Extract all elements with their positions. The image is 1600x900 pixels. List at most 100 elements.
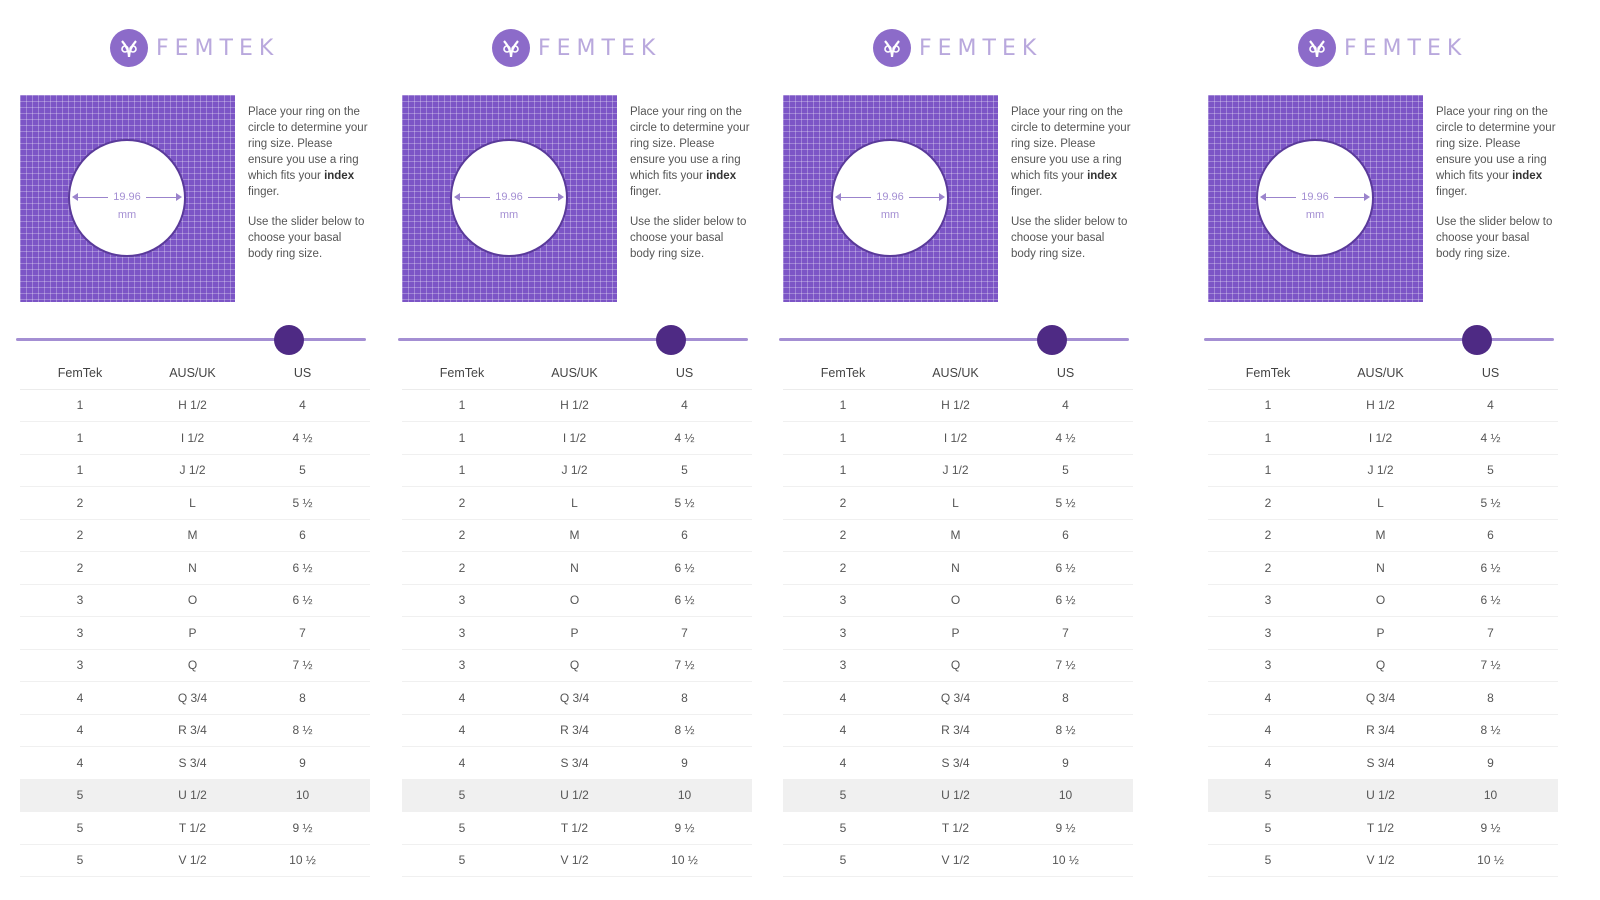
table-row[interactable]: 1 H 1/2 4 bbox=[402, 390, 752, 422]
table-row[interactable]: 4 S 3/4 9 bbox=[783, 747, 1133, 780]
table-row[interactable]: 1 I 1/2 4 ½ bbox=[1208, 422, 1558, 455]
table-row[interactable]: 3 O 6 ½ bbox=[402, 585, 752, 617]
table-row[interactable]: 3 Q 7 ½ bbox=[402, 650, 752, 682]
table-row[interactable]: 1 J 1/2 5 bbox=[20, 455, 370, 487]
table-row[interactable]: 3 O 6 ½ bbox=[20, 585, 370, 617]
table-row[interactable]: 3 Q 7 ½ bbox=[783, 650, 1133, 682]
table-row[interactable]: 5 U 1/2 10 bbox=[1208, 779, 1558, 812]
table-row[interactable]: 1 J 1/2 5 bbox=[402, 455, 752, 487]
table-row[interactable]: 1 H 1/2 4 bbox=[1208, 390, 1558, 422]
table-row[interactable]: 5 V 1/2 10 ½ bbox=[1208, 845, 1558, 877]
table-row[interactable]: 4 Q 3/4 8 bbox=[20, 682, 370, 715]
instruction-paragraph-2: Use the slider below to choose your basa… bbox=[1436, 216, 1553, 260]
table-cell: 8 ½ bbox=[292, 723, 313, 738]
table-row[interactable]: 5 T 1/2 9 ½ bbox=[783, 812, 1133, 845]
table-cell: T 1/2 bbox=[941, 820, 970, 835]
ring-circle[interactable]: 19.96 mm bbox=[1256, 139, 1374, 257]
table-row[interactable]: 4 Q 3/4 8 bbox=[783, 682, 1133, 715]
table-cell: 5 bbox=[458, 853, 466, 868]
column-header: US bbox=[293, 365, 312, 380]
slider-track[interactable] bbox=[16, 338, 366, 341]
table-row[interactable]: 2 N 6 ½ bbox=[783, 552, 1133, 585]
table-row[interactable]: 4 S 3/4 9 bbox=[402, 747, 752, 780]
table-row[interactable]: 2 L 5 ½ bbox=[20, 487, 370, 520]
table-row[interactable]: 5 V 1/2 10 ½ bbox=[20, 845, 370, 877]
table-row[interactable]: 1 J 1/2 5 bbox=[1208, 455, 1558, 487]
table-row[interactable]: 5 T 1/2 9 ½ bbox=[1208, 812, 1558, 845]
ring-size-slider[interactable] bbox=[779, 325, 1129, 355]
table-cell: 2 bbox=[839, 560, 847, 575]
table-row[interactable]: 1 I 1/2 4 ½ bbox=[783, 422, 1133, 455]
table-row[interactable]: 2 M 6 bbox=[783, 520, 1133, 552]
table-row[interactable]: 5 U 1/2 10 bbox=[783, 779, 1133, 812]
table-row[interactable]: 5 V 1/2 10 ½ bbox=[402, 845, 752, 877]
table-cell: P bbox=[570, 625, 579, 640]
table-row[interactable]: 5 U 1/2 10 bbox=[20, 779, 370, 812]
table-row[interactable]: 4 R 3/4 8 ½ bbox=[20, 715, 370, 747]
size-chart-table: FemTek AUS/UK US 1 H 1/2 4 1 I 1/2 4 ½ 1 J 1/2 5 2 L 5… bbox=[20, 357, 370, 877]
table-cell: 5 bbox=[839, 788, 847, 803]
ring-size-slider[interactable] bbox=[398, 325, 748, 355]
table-cell: L bbox=[571, 495, 578, 510]
ring-sizing-grid: 19.96 mm bbox=[402, 95, 617, 302]
table-row[interactable]: 1 J 1/2 5 bbox=[783, 455, 1133, 487]
diameter-line-left bbox=[837, 197, 871, 198]
ring-circle[interactable]: 19.96 mm bbox=[68, 139, 186, 257]
table-row[interactable]: 5 T 1/2 9 ½ bbox=[20, 812, 370, 845]
table-row[interactable]: 4 R 3/4 8 ½ bbox=[783, 715, 1133, 747]
brand-name: FEMTEK bbox=[919, 35, 1043, 61]
table-row[interactable]: 3 O 6 ½ bbox=[1208, 585, 1558, 617]
table-cell: 4 bbox=[1264, 755, 1272, 770]
table-row[interactable]: 4 S 3/4 9 bbox=[20, 747, 370, 780]
slider-thumb[interactable] bbox=[656, 325, 686, 355]
table-row[interactable]: 5 V 1/2 10 ½ bbox=[783, 845, 1133, 877]
logo-mark-icon bbox=[110, 29, 148, 67]
ring-size-slider[interactable] bbox=[1204, 325, 1554, 355]
table-row[interactable]: 5 T 1/2 9 ½ bbox=[402, 812, 752, 845]
table-row[interactable]: 2 M 6 bbox=[402, 520, 752, 552]
slider-thumb[interactable] bbox=[274, 325, 304, 355]
table-row[interactable]: 2 L 5 ½ bbox=[402, 487, 752, 520]
table-cell: P bbox=[188, 625, 197, 640]
table-cell: 8 bbox=[1062, 690, 1069, 705]
table-row[interactable]: 2 N 6 ½ bbox=[1208, 552, 1558, 585]
ring-size-slider[interactable] bbox=[16, 325, 366, 355]
table-row[interactable]: 3 O 6 ½ bbox=[783, 585, 1133, 617]
table-row[interactable]: 2 M 6 bbox=[1208, 520, 1558, 552]
table-row[interactable]: 2 N 6 ½ bbox=[20, 552, 370, 585]
table-row[interactable]: 2 L 5 ½ bbox=[783, 487, 1133, 520]
table-row[interactable]: 1 H 1/2 4 bbox=[20, 390, 370, 422]
table-row[interactable]: 4 Q 3/4 8 bbox=[1208, 682, 1558, 715]
slider-track[interactable] bbox=[779, 338, 1129, 341]
ring-circle[interactable]: 19.96 mm bbox=[831, 139, 949, 257]
table-row[interactable]: 1 I 1/2 4 ½ bbox=[20, 422, 370, 455]
table-cell: 3 bbox=[839, 658, 847, 673]
instruction-bold-word: index bbox=[1087, 170, 1118, 182]
table-row[interactable]: 3 Q 7 ½ bbox=[20, 650, 370, 682]
table-row[interactable]: 3 P 7 bbox=[20, 617, 370, 650]
table-cell: 5 bbox=[1264, 853, 1272, 868]
table-row[interactable]: 5 U 1/2 10 bbox=[402, 779, 752, 812]
table-cell: 6 ½ bbox=[1055, 560, 1076, 575]
table-row[interactable]: 2 N 6 ½ bbox=[402, 552, 752, 585]
table-row[interactable]: 2 M 6 bbox=[20, 520, 370, 552]
table-row[interactable]: 4 S 3/4 9 bbox=[1208, 747, 1558, 780]
table-row[interactable]: 4 R 3/4 8 ½ bbox=[402, 715, 752, 747]
slider-track[interactable] bbox=[398, 338, 748, 341]
ring-circle[interactable]: 19.96 mm bbox=[450, 139, 568, 257]
slider-thumb[interactable] bbox=[1037, 325, 1067, 355]
table-row[interactable]: 1 H 1/2 4 bbox=[783, 390, 1133, 422]
table-row[interactable]: 1 I 1/2 4 ½ bbox=[402, 422, 752, 455]
table-row[interactable]: 3 P 7 bbox=[1208, 617, 1558, 650]
table-row[interactable]: 3 P 7 bbox=[402, 617, 752, 650]
table-row[interactable]: 4 R 3/4 8 ½ bbox=[1208, 715, 1558, 747]
table-cell: N bbox=[951, 560, 960, 575]
table-row[interactable]: 4 Q 3/4 8 bbox=[402, 682, 752, 715]
table-row[interactable]: 2 L 5 ½ bbox=[1208, 487, 1558, 520]
slider-thumb[interactable] bbox=[1462, 325, 1492, 355]
table-row[interactable]: 3 P 7 bbox=[783, 617, 1133, 650]
slider-track[interactable] bbox=[1204, 338, 1554, 341]
arrow-left-icon bbox=[72, 193, 78, 201]
table-cell: 9 bbox=[1062, 755, 1069, 770]
table-row[interactable]: 3 Q 7 ½ bbox=[1208, 650, 1558, 682]
